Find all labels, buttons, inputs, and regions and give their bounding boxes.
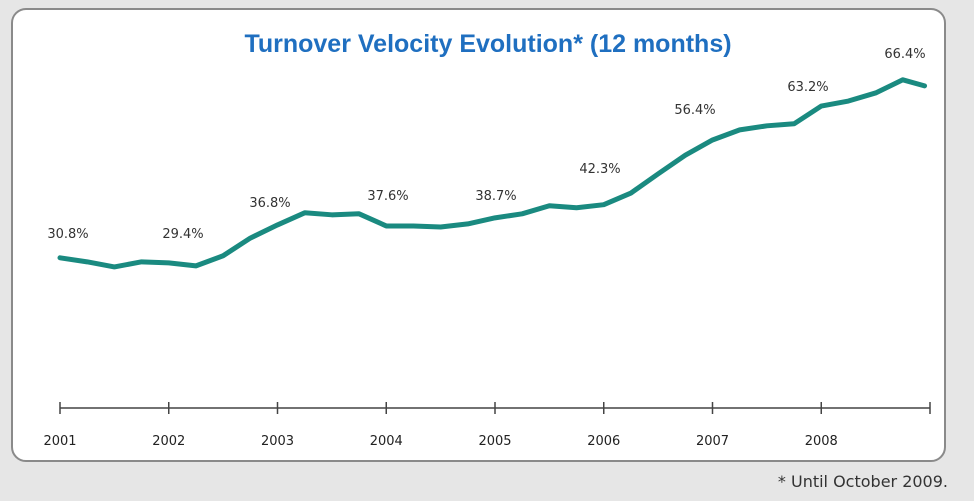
chart-title: Turnover Velocity Evolution* (12 months) <box>244 30 731 58</box>
annotation: 63.2% <box>787 80 828 95</box>
x-tick-label: 2008 <box>805 434 838 449</box>
annotation: 38.7% <box>475 189 516 204</box>
x-tick-label: 2003 <box>261 434 294 449</box>
x-tick-label: 2006 <box>587 434 620 449</box>
x-tick-label: 2004 <box>370 434 403 449</box>
footnote: * Until October 2009. <box>778 472 948 491</box>
annotation: 36.8% <box>249 196 290 211</box>
x-tick-label: 2007 <box>696 434 729 449</box>
x-tick-label: 2002 <box>152 434 185 449</box>
data-line <box>57 77 928 270</box>
annotation: 66.4% <box>884 47 925 62</box>
chart-frame <box>11 8 946 462</box>
x-tick-label: 2005 <box>478 434 511 449</box>
annotation: 37.6% <box>367 189 408 204</box>
annotation: 30.8% <box>47 227 88 242</box>
annotation: 56.4% <box>674 103 715 118</box>
annotation: 29.4% <box>162 227 203 242</box>
x-tick-label: 2001 <box>43 434 76 449</box>
annotation: 42.3% <box>579 162 620 177</box>
